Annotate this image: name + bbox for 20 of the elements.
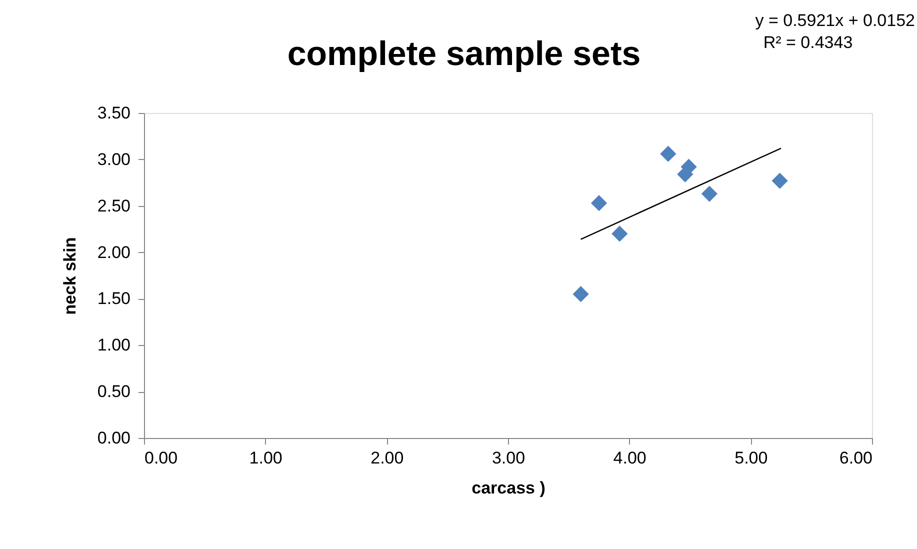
- x-tick-label: 3.00: [492, 448, 526, 468]
- y-tick-label: 1.00: [97, 336, 130, 355]
- x-tick-label: 4.00: [613, 448, 646, 468]
- x-tick-label: 6.00: [839, 448, 872, 468]
- y-tick-label: 2.50: [97, 196, 130, 216]
- chart-title: complete sample sets: [287, 35, 641, 73]
- x-tick-label: 1.00: [249, 448, 282, 468]
- x-axis-title: carcass ): [472, 478, 546, 498]
- text: R² = 0.4343: [763, 33, 853, 52]
- y-tick-label: 0.00: [97, 428, 130, 448]
- y-tick-label: 2.00: [97, 242, 130, 262]
- y-tick-label: 1.50: [97, 289, 130, 308]
- y-tick-label: 3.50: [97, 104, 130, 122]
- text: y = 0.5921x + 0.0152: [755, 11, 915, 30]
- x-tick-label: 5.00: [734, 448, 768, 468]
- y-tick-label: 3.00: [97, 150, 130, 169]
- y-axis-title: neck skin: [60, 237, 80, 315]
- y-tick-label: 0.50: [97, 382, 130, 402]
- x-tick-label: 2.00: [370, 448, 404, 468]
- x-tick-label: 0.00: [144, 448, 178, 468]
